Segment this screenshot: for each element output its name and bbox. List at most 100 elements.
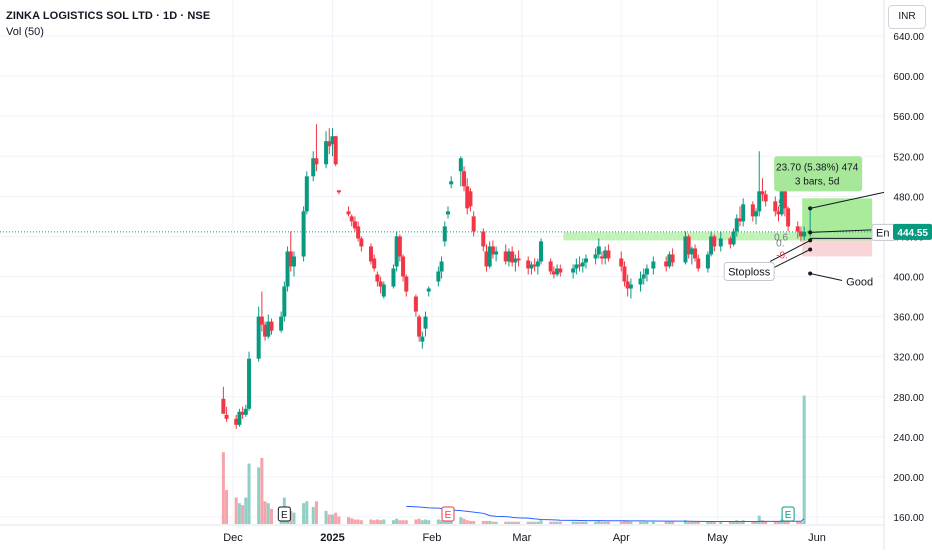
- candle-body: [237, 411, 242, 425]
- candle-body: [465, 186, 470, 209]
- candle-body: [683, 236, 688, 263]
- candle-body: [468, 191, 473, 207]
- volume-bar: [398, 520, 402, 524]
- candle-body: [757, 191, 762, 212]
- volume-bar: [626, 520, 630, 524]
- volume-bar: [754, 521, 758, 524]
- candle-body: [696, 258, 701, 269]
- earnings-marker-box: [781, 506, 795, 522]
- candle-body: [628, 284, 633, 289]
- candle-body: [304, 176, 309, 212]
- candle-body: [728, 238, 733, 245]
- volume-indicator-label[interactable]: Vol (50): [6, 26, 44, 38]
- candle-body: [381, 284, 386, 297]
- candle-body: [404, 276, 409, 292]
- volume-bar: [263, 501, 267, 524]
- volume-bar: [237, 503, 241, 524]
- stoploss-label: Stoploss: [728, 266, 771, 278]
- earnings-marker-label: E: [445, 510, 452, 521]
- candle-body: [670, 254, 675, 263]
- volume-bar: [356, 519, 360, 524]
- fib-label: 5: [778, 198, 784, 209]
- candle-body: [750, 204, 755, 217]
- candle-body: [737, 218, 742, 222]
- volume-bar: [391, 520, 395, 524]
- volume-bar: [257, 467, 261, 524]
- volume-bar: [270, 508, 274, 524]
- volume-bar: [292, 512, 296, 524]
- volume-bar: [414, 519, 418, 524]
- candle-body: [651, 261, 656, 269]
- stoploss-box: [723, 261, 775, 282]
- candle-body: [336, 190, 341, 193]
- volume-bar: [667, 521, 671, 524]
- volume-bar: [369, 519, 373, 524]
- candle-body: [619, 258, 624, 267]
- candle-body: [664, 261, 669, 267]
- candle-body: [327, 141, 332, 147]
- candle-body: [709, 236, 714, 255]
- candle-body: [532, 264, 537, 267]
- candle-body: [529, 264, 534, 269]
- candle-body: [760, 191, 765, 195]
- candle-body: [471, 216, 476, 232]
- earnings-marker: E: [277, 506, 291, 522]
- volume-bar: [645, 521, 649, 524]
- volume-bar: [706, 521, 710, 524]
- candle-body: [442, 226, 447, 242]
- candle-body: [773, 201, 778, 212]
- volume-bar: [353, 519, 357, 524]
- candles: [221, 124, 807, 429]
- volume-bar: [334, 512, 338, 524]
- candle-body: [234, 418, 239, 425]
- price-tick-label: 240.00: [893, 433, 924, 444]
- candle-body: [481, 231, 486, 247]
- volume-bar: [372, 520, 376, 524]
- fib-label: -0.: [776, 250, 788, 261]
- candle-body: [352, 221, 357, 229]
- volume-bar: [594, 521, 598, 524]
- candle-body: [693, 248, 698, 259]
- measure-text-2: 3 bars, 5d: [795, 176, 839, 187]
- last-price-label: 444.55: [897, 228, 928, 239]
- anchor-dot: [808, 271, 813, 276]
- volume-bar: [603, 521, 607, 524]
- time-axis[interactable]: Dec 2025 Feb Mar Apr May Jun: [223, 532, 826, 544]
- price-tick-label: 400.00: [893, 273, 924, 284]
- volume-bar: [462, 518, 466, 524]
- candle-body: [539, 241, 544, 262]
- volume-bar: [741, 520, 745, 524]
- volume-bar: [449, 519, 453, 524]
- time-tick-label: May: [707, 532, 728, 544]
- time-tick-label: Jun: [808, 532, 826, 544]
- candle-body: [378, 281, 383, 287]
- candle-body: [583, 258, 588, 263]
- candle-body: [779, 186, 784, 215]
- candle-body: [494, 251, 499, 255]
- volume-bar: [481, 520, 485, 524]
- callout-line: [769, 248, 811, 270]
- candle-body: [423, 316, 428, 329]
- price-axis[interactable]: 640.00600.00560.00520.00480.00440.00400.…: [893, 32, 932, 524]
- volume-bar: [517, 521, 521, 524]
- candle-body: [667, 254, 672, 267]
- candle-body: [282, 286, 287, 317]
- candle-body: [548, 261, 553, 272]
- candle-body: [256, 316, 261, 359]
- volume-bar: [507, 521, 511, 524]
- volume-bar: [424, 519, 428, 524]
- volume-bar: [799, 521, 803, 524]
- volume-bar: [783, 520, 787, 524]
- volume-bar: [574, 521, 578, 524]
- candle-body: [558, 268, 563, 273]
- volume-bar: [757, 515, 761, 524]
- currency-button[interactable]: INR: [888, 5, 926, 29]
- candle-body: [458, 158, 463, 172]
- candle-body: [484, 251, 489, 267]
- volume-bar: [330, 514, 334, 524]
- symbol-title[interactable]: ZINKA LOGISTICS SOL LTD · 1D · NSE: [6, 10, 211, 22]
- candle-body: [417, 316, 422, 337]
- candle-body: [782, 186, 787, 209]
